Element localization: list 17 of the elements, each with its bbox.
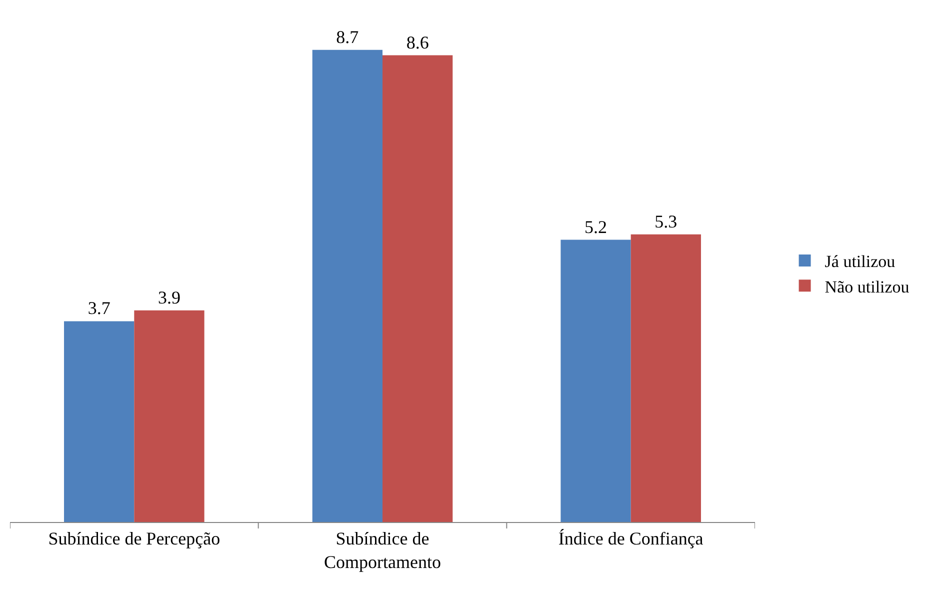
bar [560,240,631,522]
bar [312,50,382,522]
data-label: 5.3 [654,211,678,232]
x-tick-label: Índice de Confiança [558,528,704,549]
legend-label: Não utilizou [824,277,910,296]
data-label: 8.6 [406,32,429,52]
data-label: 5.2 [584,216,608,237]
bar [64,321,134,522]
x-tick-label: Subíndice de Percepção [48,528,220,549]
bar [630,234,701,522]
data-label: 8.7 [336,26,359,47]
data-label: 3.9 [158,287,180,308]
x-tick-label: Subíndice de Comportamento [324,528,441,572]
bar [382,55,453,522]
data-label: 3.7 [88,298,110,318]
legend-label: Já utilizou [824,252,896,272]
bar [134,310,204,522]
